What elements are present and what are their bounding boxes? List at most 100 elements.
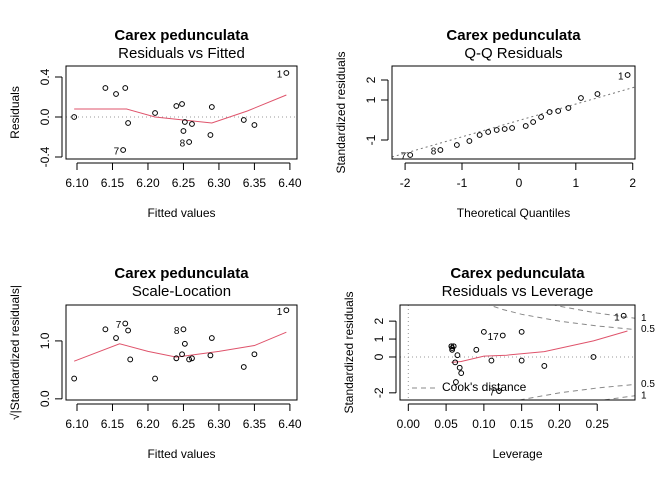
x-tick-label: 6.35 (243, 176, 267, 190)
x-tick-label: 6.25 (172, 417, 196, 431)
point-label: 1 (277, 70, 283, 81)
point (71, 114, 78, 120)
y-tick-label: -2 (372, 387, 386, 398)
y-tick-label: -0.4 (38, 146, 52, 167)
point (102, 85, 109, 91)
plot-box (399, 304, 636, 401)
x-tick-label: 6.20 (136, 176, 160, 190)
y-axis-label: Standardized residuals (342, 291, 356, 413)
x-axis-label: Fitted values (147, 447, 215, 461)
point (476, 132, 483, 138)
plot-area (392, 86, 635, 158)
point (466, 138, 473, 144)
y-tick-label: 0.4 (38, 68, 52, 85)
smoother (74, 94, 287, 124)
point (499, 332, 506, 339)
point (454, 352, 461, 359)
point (518, 328, 525, 335)
point (522, 123, 529, 129)
y-axis-label: √|Standardized residuals| (8, 285, 22, 420)
point (207, 352, 214, 359)
x-tick-label: 6.25 (172, 176, 196, 190)
point (125, 327, 131, 334)
x-axis-label: Theoretical Quantiles (457, 206, 570, 220)
x-tick-label: 6.15 (101, 417, 125, 431)
point (186, 356, 193, 363)
point (283, 307, 290, 314)
point (179, 101, 185, 107)
point (590, 354, 597, 360)
x-tick-label: 2 (629, 176, 636, 190)
point (251, 122, 258, 128)
chart-subtitle: Q-Q Residuals (464, 45, 562, 62)
legend-label: Cook's distance (442, 380, 527, 394)
x-tick-label: 1 (572, 176, 579, 190)
point-label: 8 (431, 147, 437, 158)
y-axis-label: Residuals (8, 86, 22, 139)
x-tick-label: 6.15 (101, 176, 125, 190)
smoother (451, 330, 628, 363)
point (180, 128, 187, 134)
chart-title: Carex pedunculata (446, 27, 581, 44)
point (452, 359, 459, 366)
point-label: 7 (401, 152, 407, 163)
x-tick-label: 0.00 (397, 417, 421, 431)
point (113, 91, 119, 97)
point (449, 346, 456, 353)
point (565, 105, 572, 111)
contour-label: 0.5 (641, 379, 655, 390)
y-tick-label: 1 (364, 96, 378, 103)
point (125, 120, 131, 126)
plot-box (65, 304, 298, 401)
point (189, 355, 195, 362)
smoother (73, 331, 287, 362)
point (283, 70, 290, 76)
point (456, 364, 463, 371)
x-tick-label: 0.15 (510, 417, 534, 431)
point (120, 147, 127, 153)
point (437, 147, 444, 153)
plot-area (66, 94, 297, 124)
point (181, 340, 188, 347)
y-tick-label: 0.0 (38, 390, 52, 407)
x-tick-label: 0.05 (434, 417, 458, 431)
point (208, 335, 215, 341)
point (480, 328, 487, 335)
point (624, 72, 631, 78)
point (251, 351, 258, 358)
point (152, 110, 158, 116)
y-axis-label: Standardized residuals (334, 51, 348, 173)
chart-subtitle: Scale-Location (132, 283, 231, 300)
point (594, 91, 601, 97)
x-tick-label: 0 (516, 176, 523, 190)
point-label: 7 (114, 147, 120, 158)
x-axis-label: Leverage (492, 447, 542, 461)
x-tick-label: 6.35 (243, 417, 267, 431)
x-tick-label: 6.30 (207, 417, 231, 431)
y-tick-label: 0 (372, 353, 386, 360)
y-tick-label: -1 (364, 134, 378, 145)
point (189, 121, 195, 127)
chart-title: Carex pedunculata (114, 265, 249, 282)
point (546, 109, 553, 115)
point (541, 363, 548, 369)
point (450, 343, 457, 350)
point (453, 379, 459, 385)
point (501, 126, 508, 132)
point (453, 142, 460, 148)
point (122, 320, 129, 327)
point-label: 1 (614, 312, 620, 323)
x-tick-label: -1 (457, 176, 468, 190)
x-tick-label: 6.20 (136, 417, 160, 431)
chart-subtitle: Residuals vs Fitted (118, 45, 245, 62)
point (127, 356, 134, 363)
y-tick-label: 2 (364, 76, 378, 83)
plot-box (391, 65, 636, 160)
point-label: 7 (489, 388, 495, 399)
point (538, 114, 545, 120)
point (518, 357, 525, 364)
x-tick-label: 0.10 (472, 417, 496, 431)
